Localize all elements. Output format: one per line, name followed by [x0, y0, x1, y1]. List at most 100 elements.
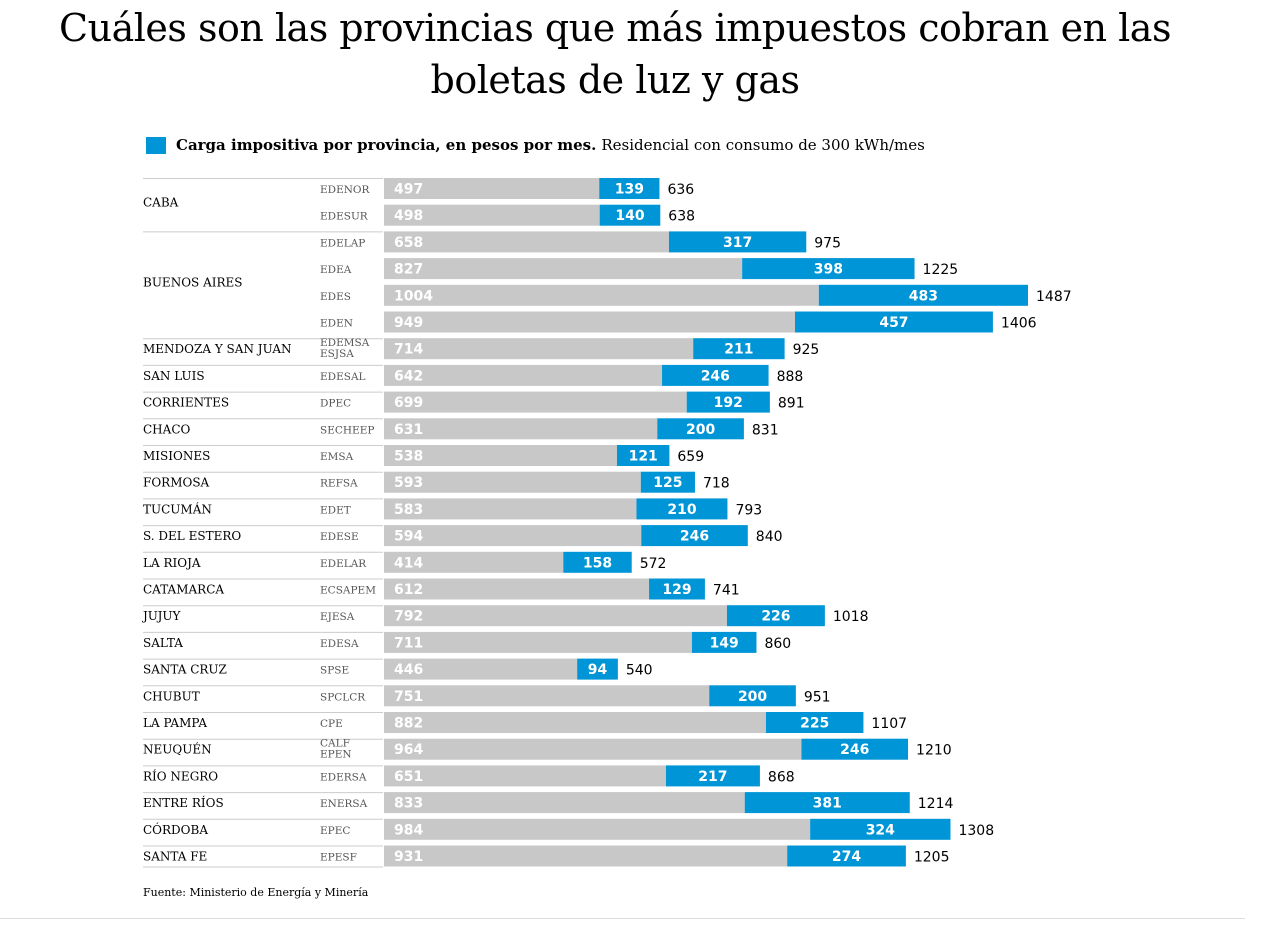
company-label: EPESF: [320, 852, 357, 864]
bar-tax-label: 225: [800, 716, 829, 732]
bar-tax-label: 211: [724, 342, 753, 358]
province-label: CORRIENTES: [143, 396, 229, 410]
province-label: SANTA FE: [143, 850, 207, 864]
bar-base-label: 949: [394, 315, 423, 331]
bar-tax: [818, 284, 1028, 306]
bar-base: [384, 578, 650, 600]
bar-base-label: 711: [394, 635, 423, 651]
company-label: EDEMSA: [320, 337, 370, 349]
bar-tax-label: 129: [662, 582, 691, 598]
bar-tax: [662, 364, 769, 386]
bar-tax: [810, 818, 951, 840]
bar-total-label: 840: [756, 529, 783, 545]
company-label: EPEC: [320, 825, 350, 837]
bar-tax: [744, 792, 910, 814]
bar-tax-label: 457: [879, 315, 908, 331]
bar-base-label: 699: [394, 395, 423, 411]
bar-tax: [577, 658, 618, 680]
bar-base: [384, 792, 745, 814]
bar-tax-label: 200: [738, 689, 767, 705]
province-label: NEUQUÉN: [143, 742, 212, 757]
company-label: EDESAL: [320, 371, 366, 383]
bar-tax: [640, 471, 695, 493]
bar-base: [384, 258, 743, 280]
company-label: ESJSA: [320, 348, 354, 360]
company-label: EDERSA: [320, 771, 367, 783]
company-label: SECHEEP: [320, 424, 374, 436]
bar-base: [384, 685, 710, 707]
bar-base-label: 827: [394, 262, 423, 278]
bar-total-label: 1308: [958, 823, 994, 839]
company-label: EDESE: [320, 531, 359, 543]
bar-total-label: 860: [764, 636, 791, 652]
bar-tax-label: 381: [813, 796, 842, 812]
bar-total-label: 1406: [1001, 316, 1037, 332]
bar-base-label: 964: [394, 742, 423, 758]
province-label: RÍO NEGRO: [143, 768, 218, 783]
bar-base: [384, 311, 795, 333]
bar-tax-label: 246: [701, 368, 730, 384]
province-label: CATAMARCA: [143, 583, 224, 597]
bar-base-label: 642: [394, 368, 423, 384]
province-label: TUCUMÁN: [143, 501, 212, 516]
bar-total-label: 1225: [923, 262, 959, 278]
legend-label-normal: Residencial con consumo de 300 kWh/mes: [601, 136, 925, 154]
bar-tax-label: 274: [832, 849, 861, 865]
bar-base-label: 651: [394, 769, 423, 785]
company-label: DPEC: [320, 398, 351, 410]
bar-total-label: 1018: [833, 609, 869, 625]
bar-total-label: 659: [677, 449, 704, 465]
bar-base: [384, 551, 564, 573]
bar-tax-label: 149: [710, 635, 739, 651]
province-label: CHUBUT: [143, 689, 200, 703]
bar-base: [384, 284, 819, 306]
bar-base: [384, 818, 811, 840]
bar-tax-label: 246: [680, 529, 709, 545]
bar-base: [384, 631, 692, 653]
bar-base-label: 446: [394, 662, 423, 678]
province-label: S. DEL ESTERO: [143, 529, 241, 543]
chart-title: Cuáles son las provincias que más impues…: [59, 6, 1171, 102]
bar-tax: [742, 258, 915, 280]
bar-base: [384, 471, 641, 493]
bar-tax-label: 158: [583, 555, 612, 571]
company-label: SPSE: [320, 665, 349, 677]
bar-total-label: 718: [703, 476, 730, 492]
bar-total-label: 975: [814, 235, 841, 251]
bar-tax-label: 200: [686, 422, 715, 438]
bar-total-label: 1205: [914, 850, 950, 866]
province-label: MISIONES: [143, 449, 210, 463]
legend: Carga impositiva por provincia, en pesos…: [146, 135, 925, 155]
bar-base: [384, 178, 600, 199]
province-label: SALTA: [143, 636, 183, 650]
bar-tax: [801, 738, 909, 760]
company-label: EJESA: [320, 611, 355, 623]
province-label: ENTRE RÍOS: [143, 795, 224, 810]
bar-tax-label: 125: [653, 475, 682, 491]
bottom-divider: [0, 918, 1245, 919]
bar-total-label: 638: [668, 209, 695, 225]
bar-tax-label: 192: [714, 395, 743, 411]
bar-total-label: 572: [640, 556, 667, 572]
province-label: CHACO: [143, 422, 190, 436]
company-label: ENERSA: [320, 798, 368, 810]
bar-total-label: 636: [667, 182, 694, 198]
bar-tax: [657, 418, 744, 440]
province-label: LA RIOJA: [143, 556, 201, 570]
bar-tax-label: 317: [723, 235, 752, 251]
bar-base-label: 498: [394, 208, 423, 224]
bar-base: [384, 204, 600, 226]
bar-base: [384, 525, 642, 547]
company-label: EDENOR: [320, 184, 371, 196]
company-label: REFSA: [320, 478, 358, 490]
bar-total-label: 793: [735, 502, 762, 518]
bar-base: [384, 338, 694, 360]
bar-tax-label: 398: [814, 262, 843, 278]
bar-base-label: 414: [394, 555, 423, 571]
bar-base-label: 714: [394, 342, 423, 358]
company-label: EMSA: [320, 451, 354, 463]
province-label: BUENOS AIRES: [143, 275, 243, 289]
bar-base-label: 593: [394, 475, 423, 491]
company-label: EDES: [320, 291, 351, 303]
bar-tax: [563, 551, 632, 573]
